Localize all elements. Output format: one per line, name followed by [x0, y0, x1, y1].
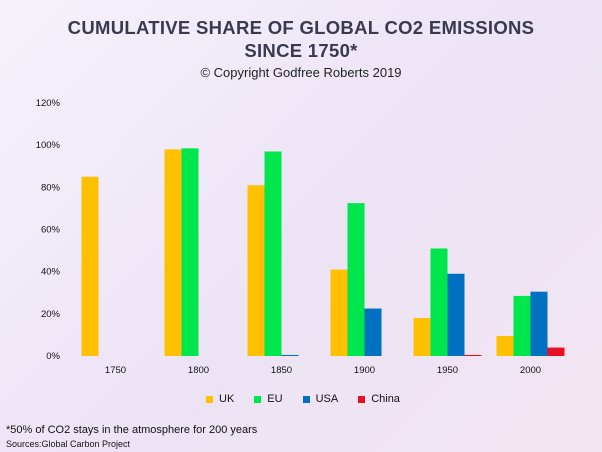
bar-usa-1950 — [447, 273, 465, 356]
x-tick-label: 1800 — [188, 365, 209, 376]
bar-usa-1900 — [364, 308, 382, 356]
bar-eu-1950 — [430, 248, 448, 356]
legend-label-china: China — [371, 393, 400, 405]
y-tick-label: 40% — [41, 267, 61, 278]
bar-uk-2000 — [496, 335, 514, 356]
source-note: Sources:Global Carbon Project — [6, 439, 131, 449]
x-tick-label: 1750 — [105, 365, 126, 376]
bar-uk-1750 — [81, 176, 99, 356]
x-tick-label: 2000 — [520, 365, 541, 376]
chart-title-line-1: CUMULATIVE SHARE OF GLOBAL CO2 EMISSIONS — [67, 17, 535, 38]
y-tick-label: 80% — [41, 182, 61, 193]
bar-uk-1900 — [330, 269, 348, 356]
bar-uk-1850 — [247, 185, 265, 356]
y-tick-label: 0% — [46, 351, 60, 362]
x-tick-label: 1850 — [271, 365, 292, 376]
bar-usa-2000 — [530, 291, 548, 356]
bar-eu-1900 — [347, 203, 365, 356]
legend-item-eu: EU — [254, 393, 283, 405]
bar-eu-2000 — [513, 295, 531, 356]
legend-swatch-uk — [206, 395, 213, 403]
y-tick-label: 120% — [36, 98, 61, 109]
legend-swatch-eu — [254, 395, 262, 403]
y-tick-label: 60% — [41, 225, 61, 236]
footnote: *50% of CO2 stays in the atmosphere for … — [6, 424, 258, 436]
bar-usa-1850 — [281, 354, 299, 356]
chart-title-line-2: SINCE 1750* — [244, 40, 358, 61]
legend-swatch-china — [358, 395, 366, 403]
legend-item-china: China — [358, 393, 400, 405]
bar-eu-1850 — [264, 151, 282, 356]
legend-label-uk: UK — [219, 393, 235, 405]
bar-uk-1800 — [164, 149, 182, 356]
x-tick-label: 1950 — [437, 365, 458, 376]
legend-label-eu: EU — [267, 393, 283, 405]
chart-legend: UK EU USA China — [206, 393, 400, 405]
bar-china-2000 — [547, 347, 565, 356]
legend-swatch-usa — [302, 395, 310, 403]
x-tick-label: 1900 — [354, 365, 375, 376]
bar-china-1950 — [464, 354, 482, 356]
legend-item-uk: UK — [206, 393, 234, 405]
chart-subtitle: © Copyright Godfree Roberts 2019 — [200, 65, 402, 80]
y-tick-label: 20% — [41, 309, 61, 320]
bar-eu-1800 — [181, 148, 199, 356]
y-tick-label: 100% — [36, 140, 61, 151]
bar-uk-1950 — [413, 318, 431, 356]
legend-label-usa: USA — [315, 393, 339, 405]
legend-item-usa: USA — [302, 393, 339, 405]
